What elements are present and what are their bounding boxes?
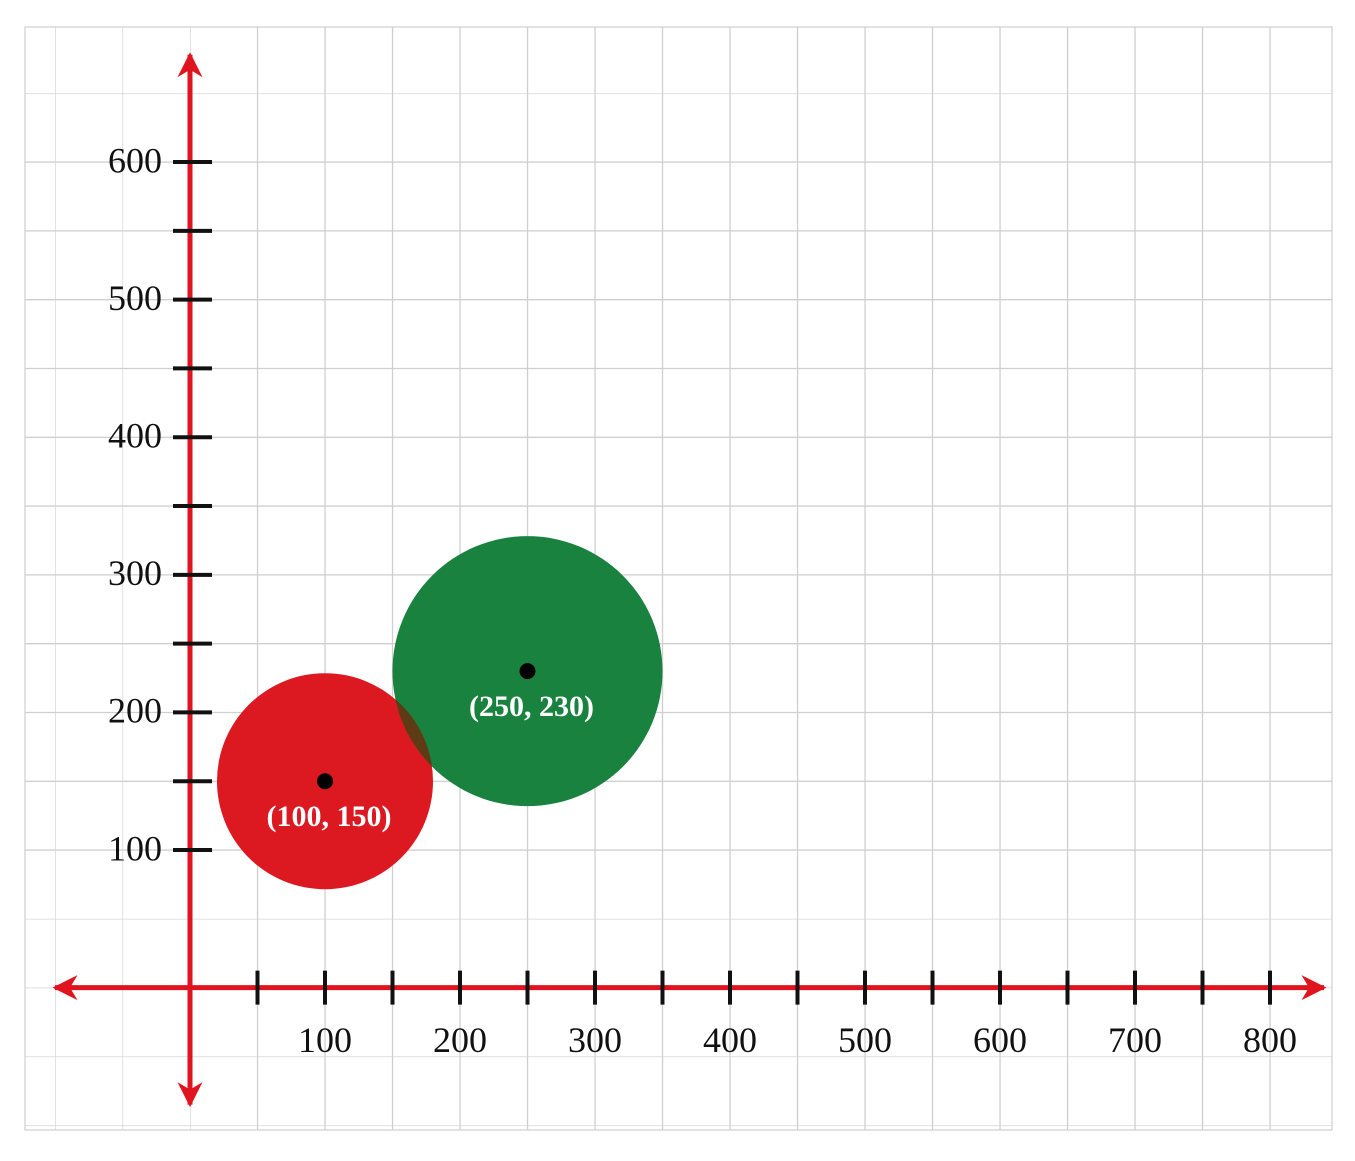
x-tick-label: 300: [568, 1020, 622, 1060]
x-tick-label: 400: [703, 1020, 757, 1060]
y-tick-label: 500: [108, 278, 162, 318]
x-tick-label: 500: [838, 1020, 892, 1060]
point-label: (100, 150): [267, 800, 392, 833]
point-label: (250, 230): [469, 690, 594, 723]
y-tick-label: 600: [108, 140, 162, 180]
center-dot: [519, 663, 536, 680]
y-tick-label: 400: [108, 415, 162, 455]
y-tick-label: 300: [108, 553, 162, 593]
y-tick-label: 200: [108, 691, 162, 731]
center-dot: [317, 773, 333, 790]
x-tick-label: 100: [298, 1020, 352, 1060]
grid-background: [24, 26, 1333, 1131]
x-tick-label: 700: [1108, 1020, 1162, 1060]
x-tick-label: 800: [1243, 1020, 1297, 1060]
x-tick-label: 200: [433, 1020, 487, 1060]
y-tick-label: 100: [108, 828, 162, 868]
x-tick-label: 600: [973, 1020, 1027, 1060]
